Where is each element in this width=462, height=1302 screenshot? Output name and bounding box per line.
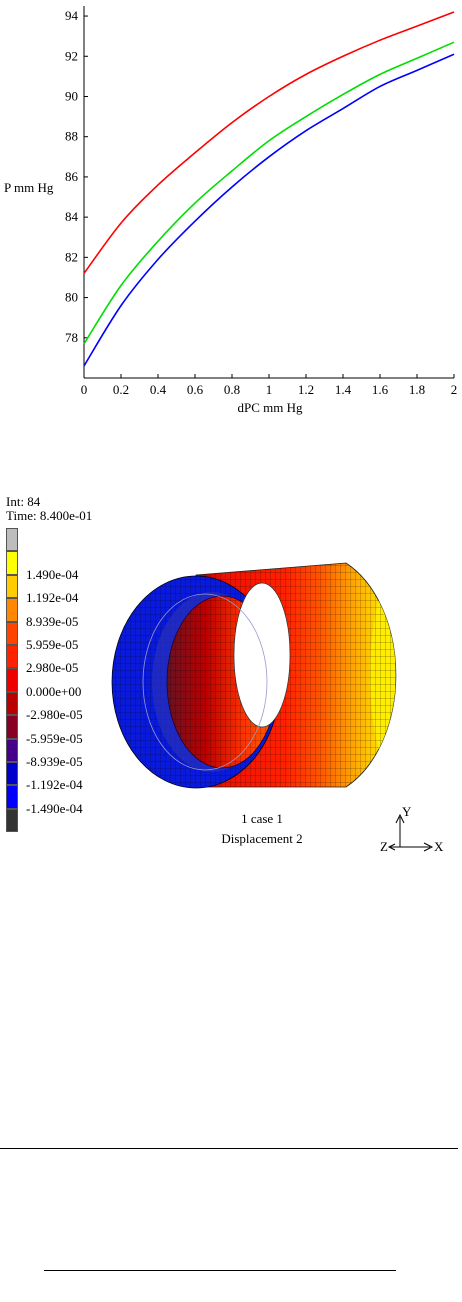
x-tick-label: 1 (266, 382, 273, 397)
x-tick-label: 1.2 (298, 382, 314, 397)
footnote-rule (0, 1148, 458, 1149)
y-tick-label: 82 (65, 249, 78, 264)
x-tick-label: 1.8 (409, 382, 425, 397)
x-tick-label: 0.4 (150, 382, 167, 397)
y-tick-label: 94 (65, 8, 79, 23)
y-tick-label: 86 (65, 169, 79, 184)
pressure-chart: 78 80 82 84 86 88 90 92 94 0 0.2 0.4 0.6 0.8 1 1.2 1.4 1.… (4, 6, 457, 415)
x-axis-label: dPC mm Hg (237, 400, 303, 415)
y-axis-label: P mm Hg (4, 180, 54, 195)
legend-swatch (6, 551, 18, 575)
x-tick-label: 0 (81, 382, 88, 397)
chart-series (83, 11, 455, 367)
series-line-3 (83, 53, 455, 367)
legend-swatch (6, 621, 18, 645)
legend-swatch (6, 715, 18, 739)
legend-label: 1.490e-04 (26, 566, 79, 582)
legend-label: 8.939e-05 (26, 613, 79, 629)
legend-label: -2.980e-05 (26, 707, 83, 723)
x-tick-label: 1.4 (335, 382, 352, 397)
front-ring (111, 575, 291, 789)
legend-swatch (6, 574, 18, 599)
legend-swatch (6, 598, 18, 622)
x-tick-label: 2 (451, 382, 458, 397)
caption-displacement: Displacement 2 (221, 831, 303, 846)
legend-swatch (6, 668, 18, 692)
legend-swatch (6, 785, 18, 809)
legend-swatch (6, 645, 18, 669)
axis-x-label: X (434, 839, 444, 854)
legend-label: -1.192e-04 (26, 777, 83, 793)
legend-swatch (6, 691, 18, 716)
legend-label: -1.490e-04 (26, 800, 83, 816)
legend-label: 5.959e-05 (26, 637, 79, 652)
caption-case: 1 case 1 (241, 811, 283, 826)
x-tick-label: 0.8 (224, 382, 240, 397)
axis-z-label: Z (380, 839, 388, 854)
y-tick-label: 92 (65, 48, 78, 63)
legend-label: -5.959e-05 (26, 730, 83, 746)
legend-swatch (6, 808, 18, 833)
y-tick-label: 90 (65, 88, 78, 103)
axis-y-label: Y (402, 804, 412, 819)
legend-label: 0.000e+00 (26, 683, 82, 699)
legend-label: 1.192e-04 (26, 590, 79, 606)
legend-swatch (6, 738, 18, 762)
axis-triad-icon (387, 813, 434, 852)
fem-figure: Int: 84 Time: 8.400e-01 1.490e-04 1.192e-… (0, 495, 462, 870)
legend-label: -8.939e-05 (26, 754, 83, 769)
y-tick-label: 84 (65, 209, 79, 224)
series-line-2 (83, 41, 455, 345)
y-tick-label: 78 (65, 330, 78, 345)
legend-swatch (6, 528, 18, 552)
bottom-rule (44, 1270, 396, 1271)
series-line-1 (83, 11, 455, 274)
int-label: Int: 84 (6, 494, 41, 509)
legend-label: 2.980e-05 (26, 660, 79, 676)
cylinder-model: Y X Z (111, 562, 444, 854)
legend-swatch (6, 762, 18, 786)
x-tick-label: 0.2 (113, 382, 129, 397)
time-label: Time: 8.400e-01 (6, 508, 93, 523)
x-tick-label: 0.6 (187, 382, 204, 397)
chart-axes: 78 80 82 84 86 88 90 92 94 0 0.2 0.4 0.6 0.8 1 1.2 1.4 1.… (65, 6, 457, 397)
y-tick-label: 88 (65, 129, 78, 144)
y-tick-label: 80 (65, 290, 78, 305)
x-tick-label: 1.6 (372, 382, 389, 397)
